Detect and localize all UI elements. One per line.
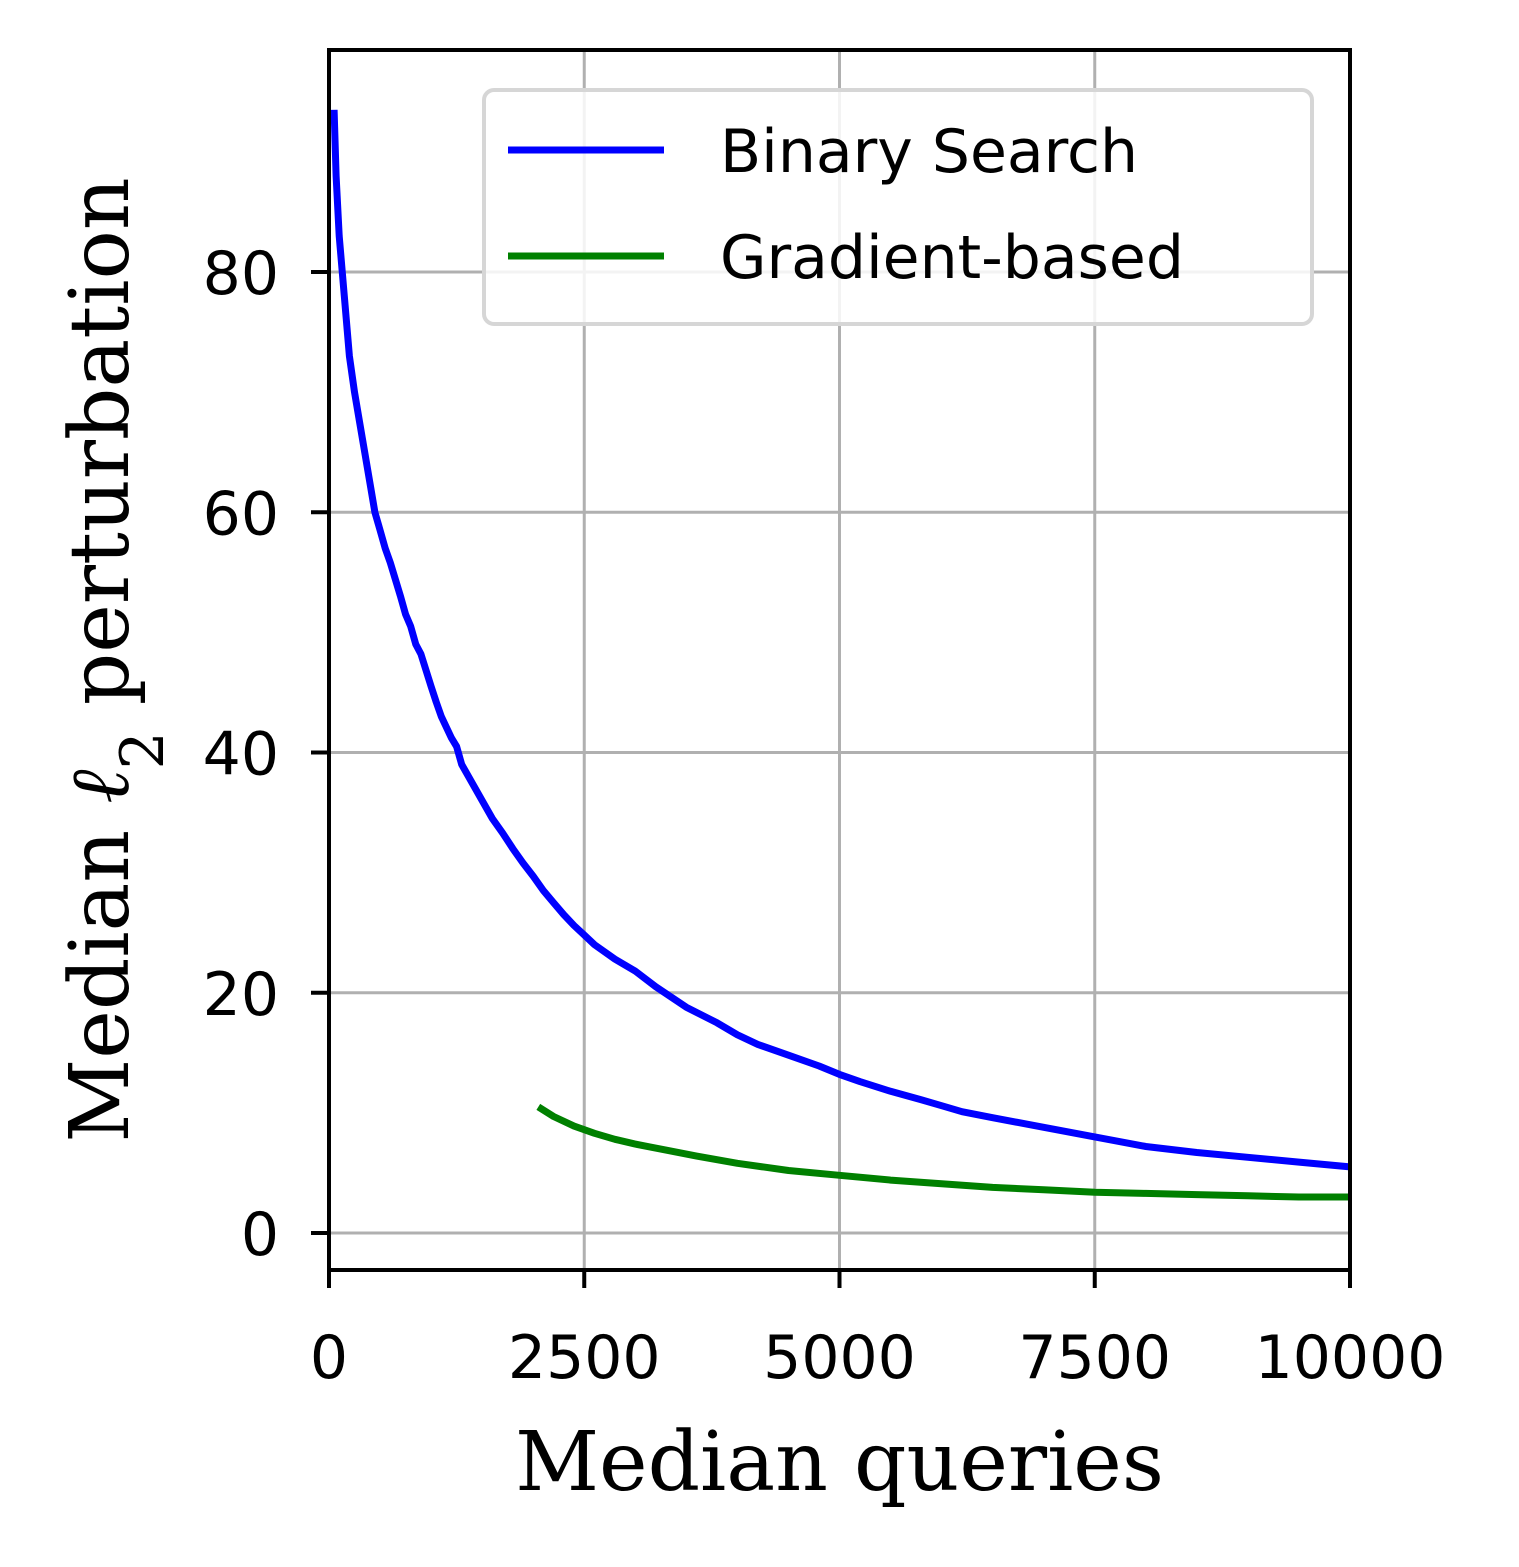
y-tick-label: 20 [203,960,279,1030]
y-axis-title-suffix: perturbation [53,177,148,731]
legend-entries: Binary Search Gradient-based [508,117,1184,293]
x-axis-title: Median queries [515,1415,1164,1510]
y-tick-label: 0 [241,1200,279,1270]
y-axis-title-symbol: ℓ [53,770,148,804]
legend-label-gradient-based: Gradient-based [720,223,1184,293]
axis-ticks: 0 2500 5000 7500 10000 0 20 40 60 80 [203,239,1446,1393]
legend-box [482,88,1314,326]
y-tick-label: 40 [203,720,279,790]
series-layer [330,109,1351,1201]
y-axis-title-subscript: 2 [108,731,178,769]
x-tick-label: 0 [310,1323,348,1393]
x-tick-label: 7500 [1018,1323,1171,1393]
x-tick-label: 5000 [763,1323,916,1393]
x-tick-label: 10000 [1255,1323,1446,1393]
legend: Binary Search Gradient-based [482,88,1314,326]
series-line-binary-search [330,109,1351,1171]
y-tick-label: 60 [203,479,279,549]
y-axis-title-prefix: Median [53,804,148,1143]
legend-label-binary-search: Binary Search [720,117,1138,187]
y-axis-title: Median ℓ2 perturbation [53,177,178,1142]
series-line-gradient-based [536,1103,1350,1201]
x-tick-label: 2500 [508,1323,661,1393]
y-tick-label: 80 [203,239,279,309]
